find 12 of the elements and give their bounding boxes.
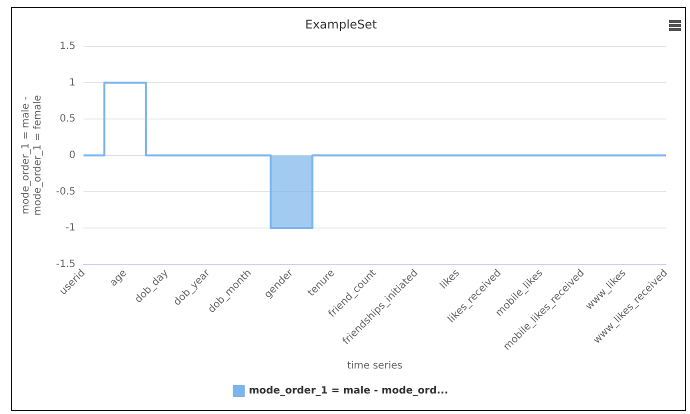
y-tick-label: 0 bbox=[69, 150, 76, 161]
y-tick-label: -1 bbox=[66, 222, 76, 234]
y-tick-label: 1.5 bbox=[60, 40, 76, 52]
x-tick-label: age bbox=[108, 268, 130, 289]
y-tick-label: -0.5 bbox=[56, 186, 76, 198]
x-axis-title: time series bbox=[347, 360, 402, 372]
y-axis-title: mode_order_1 = male - mode_order_1 = female bbox=[20, 95, 44, 216]
legend-label: mode_order_1 = male - mode_ord... bbox=[248, 386, 448, 397]
y-tick-label: -1.5 bbox=[56, 258, 76, 270]
y-tick-label: 1 bbox=[69, 77, 76, 88]
chart-title: ExampleSet bbox=[305, 17, 378, 32]
y-tick-label: 0.5 bbox=[60, 114, 76, 125]
